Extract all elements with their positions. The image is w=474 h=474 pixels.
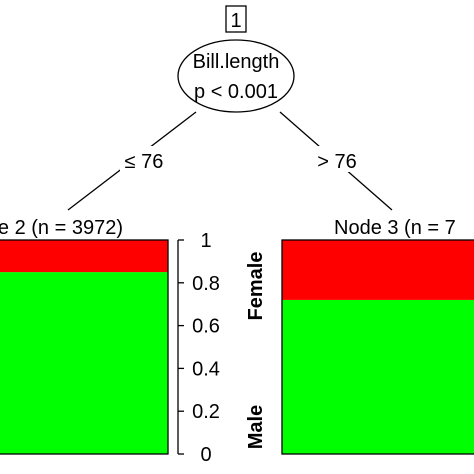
right-leaf-title-bg: [328, 212, 474, 238]
right-leaf-frame: [281, 239, 474, 455]
edge-left-label: ≤ 76: [125, 151, 164, 173]
right-leaf-female-bar: [282, 240, 474, 300]
root-node-variable: Bill.length: [193, 51, 280, 73]
y-axis-tick-label: 0.8: [192, 273, 220, 295]
left-leaf-female-bar: [0, 240, 168, 273]
left-leaf-title: Node 2 (n = 3972): [0, 217, 123, 239]
y-axis-tick-label: 0.6: [192, 316, 220, 338]
y-axis-tick-label: 0.4: [192, 358, 220, 380]
category-label-female: Female: [245, 252, 267, 321]
y-axis-tick-label: 0: [200, 444, 211, 466]
root-node-id-box: [225, 5, 247, 33]
edge-right-label-bg: [312, 146, 362, 172]
edge-left-label-bg: [120, 146, 168, 172]
y-axis-ticks: 0 0.2 0.4 0.6 0.8 1: [178, 230, 220, 466]
right-leaf-male-bar: [282, 299, 474, 454]
root-node-id: 1: [230, 10, 241, 32]
left-leaf-frame: [0, 239, 169, 455]
root-node: [177, 39, 295, 113]
root-node-pvalue: p < 0.001: [194, 81, 278, 103]
left-leaf-male-bar: [0, 272, 168, 454]
category-label-male: Male: [245, 405, 267, 449]
y-axis-tick-label: 1: [200, 230, 211, 252]
right-leaf-title: Node 3 (n = 7: [334, 217, 456, 239]
y-axis-tick-label: 0.2: [192, 401, 220, 423]
edge-right-label: > 76: [317, 151, 356, 173]
left-leaf-title-bg: [0, 212, 128, 238]
